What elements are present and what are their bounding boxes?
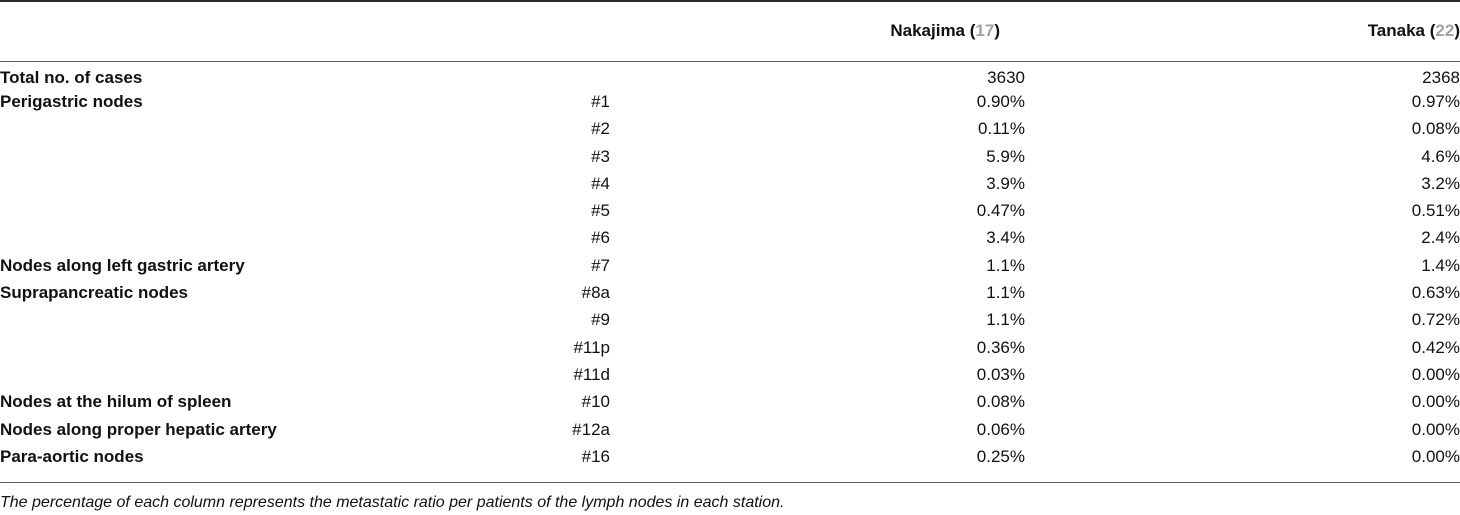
reference-link-22[interactable]: 22 xyxy=(1435,20,1455,40)
nakajima-cell: 0.47% xyxy=(976,201,1025,221)
tanaka-cell: 0.72% xyxy=(1411,310,1460,330)
nakajima-cell: 0.25% xyxy=(976,446,1025,466)
group-cell xyxy=(0,334,540,361)
header-tanaka-close: ) xyxy=(1454,20,1460,40)
station-cell: #11p xyxy=(573,337,610,357)
tanaka-cell: 0.63% xyxy=(1411,283,1460,303)
station-cell: #6 xyxy=(591,228,610,248)
table-row: Suprapancreatic nodes #8a 1.1% 0.63% xyxy=(0,279,1460,306)
tanaka-cell: 0.51% xyxy=(1411,201,1460,221)
table-row: #2 0.11% 0.08% xyxy=(0,116,1460,143)
group-cell: Total no. of cases xyxy=(0,67,143,87)
nakajima-cell: 1.1% xyxy=(986,310,1025,330)
header-tanaka-name: Tanaka ( xyxy=(1367,20,1436,40)
tanaka-cell: 2.4% xyxy=(1421,228,1460,248)
nakajima-cell: 0.03% xyxy=(976,364,1025,384)
tanaka-cell: 0.97% xyxy=(1411,91,1460,111)
nakajima-cell: 0.90% xyxy=(976,91,1025,111)
reference-link-17[interactable]: 17 xyxy=(975,20,995,40)
table-row: Total no. of cases 3630 2368 xyxy=(0,61,1460,88)
group-cell xyxy=(0,361,540,388)
tanaka-cell: 0.00% xyxy=(1411,364,1460,384)
nakajima-cell: 0.08% xyxy=(976,392,1025,412)
tanaka-cell: 1.4% xyxy=(1421,255,1460,275)
station-cell: #11d xyxy=(573,364,610,384)
header-station xyxy=(540,0,790,61)
group-cell xyxy=(0,307,540,334)
station-cell: #1 xyxy=(591,91,610,111)
nakajima-cell: 1.1% xyxy=(986,283,1025,303)
top-rule xyxy=(0,0,1460,2)
station-cell: #7 xyxy=(591,255,610,275)
group-cell: Nodes at the hilum of spleen xyxy=(0,392,232,412)
header-nakajima: Nakajima (17) xyxy=(790,0,1190,61)
table-footnote: The percentage of each column represents… xyxy=(0,494,785,511)
header-tanaka: Tanaka (22) xyxy=(1190,0,1460,61)
station-cell: #10 xyxy=(581,392,610,412)
station-cell: #5 xyxy=(591,201,610,221)
table-row: #4 3.9% 3.2% xyxy=(0,170,1460,197)
group-cell xyxy=(0,197,540,224)
table-row: Para-aortic nodes #16 0.25% 0.00% xyxy=(0,443,1460,470)
group-cell: Nodes along left gastric artery xyxy=(0,255,245,275)
table-row: #9 1.1% 0.72% xyxy=(0,307,1460,334)
station-cell: #12a xyxy=(572,419,610,439)
tanaka-cell: 0.08% xyxy=(1411,119,1460,139)
tanaka-cell: 0.00% xyxy=(1411,392,1460,412)
group-cell: Perigastric nodes xyxy=(0,91,143,111)
station-cell xyxy=(540,61,790,88)
table-row: #11p 0.36% 0.42% xyxy=(0,334,1460,361)
header-nakajima-name: Nakajima ( xyxy=(890,20,976,40)
nakajima-cell: 3630 xyxy=(987,67,1025,87)
group-cell xyxy=(0,225,540,252)
header-group xyxy=(0,0,540,61)
tanaka-cell: 2368 xyxy=(1422,67,1460,87)
tanaka-cell: 0.00% xyxy=(1411,446,1460,466)
group-cell xyxy=(0,116,540,143)
nakajima-cell: 3.9% xyxy=(986,173,1025,193)
header-rule xyxy=(0,61,1460,62)
header-nakajima-close: ) xyxy=(994,20,1000,40)
table-row: #3 5.9% 4.6% xyxy=(0,143,1460,170)
nakajima-cell: 1.1% xyxy=(986,255,1025,275)
station-cell: #8a xyxy=(581,283,610,303)
group-cell xyxy=(0,143,540,170)
bottom-rule xyxy=(0,482,1460,483)
lymph-node-metastasis-table: Nakajima (17) Tanaka (22) Total no. of c… xyxy=(0,0,1460,470)
table-row: Nodes at the hilum of spleen #10 0.08% 0… xyxy=(0,389,1460,416)
table-row: Nodes along proper hepatic artery #12a 0… xyxy=(0,416,1460,443)
nakajima-cell: 0.36% xyxy=(976,337,1025,357)
tanaka-cell: 4.6% xyxy=(1421,146,1460,166)
station-cell: #16 xyxy=(581,446,610,466)
tanaka-cell: 0.42% xyxy=(1411,337,1460,357)
group-cell: Suprapancreatic nodes xyxy=(0,283,189,303)
table-row: Perigastric nodes #1 0.90% 0.97% xyxy=(0,88,1460,115)
table-row: #6 3.4% 2.4% xyxy=(0,225,1460,252)
station-cell: #3 xyxy=(591,146,610,166)
tanaka-cell: 3.2% xyxy=(1421,173,1460,193)
station-cell: #4 xyxy=(591,173,610,193)
station-cell: #9 xyxy=(591,310,610,330)
nakajima-cell: 5.9% xyxy=(986,146,1025,166)
nakajima-cell: 0.11% xyxy=(978,119,1025,139)
table-row: #11d 0.03% 0.00% xyxy=(0,361,1460,388)
nakajima-cell: 3.4% xyxy=(986,228,1025,248)
group-cell: Nodes along proper hepatic artery xyxy=(0,419,277,439)
table-row: #5 0.47% 0.51% xyxy=(0,197,1460,224)
table-row: Nodes along left gastric artery #7 1.1% … xyxy=(0,252,1460,279)
group-cell: Para-aortic nodes xyxy=(0,446,144,466)
header-row: Nakajima (17) Tanaka (22) xyxy=(0,0,1460,61)
station-cell: #2 xyxy=(591,119,610,139)
group-cell xyxy=(0,170,540,197)
tanaka-cell: 0.00% xyxy=(1411,419,1460,439)
nakajima-cell: 0.06% xyxy=(976,419,1025,439)
